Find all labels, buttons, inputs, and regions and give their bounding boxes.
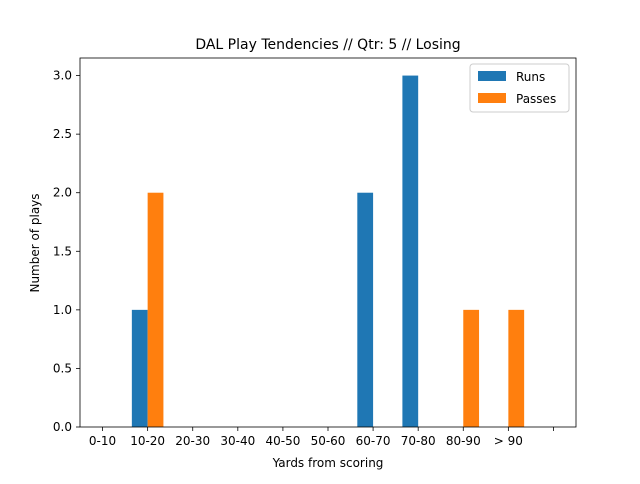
legend-swatch-runs — [478, 71, 506, 81]
y-axis-label: Number of plays — [28, 193, 42, 292]
y-tick-label-5: 2.5 — [53, 127, 72, 141]
y-tick-label-6: 3.0 — [53, 69, 72, 83]
x-tick-label-6: 60-70 — [356, 434, 391, 448]
legend-swatch-passes — [478, 93, 506, 103]
y-tick-label-3: 1.5 — [53, 244, 72, 258]
x-tick-label-0: 0-10 — [89, 434, 116, 448]
x-tick-label-2: 20-30 — [175, 434, 210, 448]
legend-label-passes: Passes — [516, 92, 556, 106]
x-tick-label-7: 70-80 — [401, 434, 436, 448]
y-tick-label-2: 1.0 — [53, 303, 72, 317]
legend-label-runs: Runs — [516, 70, 545, 84]
y-tick-label-1: 0.5 — [53, 361, 72, 375]
y-tick-label-4: 2.0 — [53, 186, 72, 200]
x-axis-label: Yards from scoring — [272, 456, 384, 470]
bar-passes-1 — [147, 192, 164, 427]
bar-runs-1 — [131, 309, 148, 427]
x-tick-label-3: 30-40 — [220, 434, 255, 448]
legend: Runs Passes — [469, 63, 570, 113]
bar-passes-8 — [463, 309, 480, 427]
bar-passes-9 — [508, 309, 525, 427]
x-tick-label-1: 10-20 — [130, 434, 165, 448]
x-tick-label-5: 50-60 — [311, 434, 346, 448]
bar-runs-7 — [402, 75, 419, 427]
y-tick-label-0: 0.0 — [53, 420, 72, 434]
x-tick-label-8: 80-90 — [446, 434, 481, 448]
plot-area: 0-10 10-20 20-30 30-40 40-50 50-60 60-70 70-80 8… — [53, 57, 577, 448]
chart-title: DAL Play Tendencies // Qtr: 5 // Losing — [195, 37, 460, 53]
bar-runs-6 — [357, 192, 374, 427]
x-tick-label-4: 40-50 — [265, 434, 300, 448]
x-tick-label-9: > 90 — [494, 434, 523, 448]
